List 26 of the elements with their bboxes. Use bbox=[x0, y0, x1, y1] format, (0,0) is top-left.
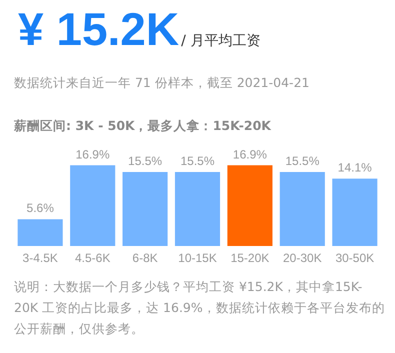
bar bbox=[280, 172, 325, 246]
x-tick-label: 15-20K bbox=[230, 251, 270, 265]
text: 说明：大数据一个月多少钱？平均工资 ¥15.2K，其中拿15K-20K 工资的占比最多，达 16.9%，数据统计依赖于各平台发布的公开薪酬，仅供参考。 bbox=[14, 278, 386, 338]
data-label: 5.6% bbox=[26, 201, 54, 216]
bar bbox=[18, 219, 63, 246]
x-tick-label: 10-15K bbox=[178, 251, 217, 265]
x-tick-label: 3-4.5K bbox=[22, 251, 58, 265]
data-label: 15.5% bbox=[128, 154, 162, 168]
chart-subtitle: / 月平均工资 bbox=[181, 33, 260, 49]
chart-title: ¥ 15.2K bbox=[18, 3, 180, 55]
x-tick-label: 20-30K bbox=[283, 251, 322, 265]
data-label: 16.9% bbox=[76, 147, 110, 162]
data-label: 14.1% bbox=[338, 160, 372, 175]
text: 数据统计来自近一年 71 份样本，截至 2021-04-21 bbox=[14, 75, 310, 92]
data-label: 15.5% bbox=[285, 154, 320, 168]
text: 薪酬区间: 3K - 50K，最多人拿：15K-20K bbox=[14, 118, 271, 135]
bar bbox=[174, 172, 220, 246]
x-tick-label: 6-8K bbox=[132, 251, 158, 265]
data-label: 16.9% bbox=[232, 147, 268, 162]
data-label: 15.5% bbox=[180, 154, 215, 168]
bar bbox=[332, 178, 378, 246]
x-tick-label: 4.5-6K bbox=[74, 251, 110, 265]
bar bbox=[70, 165, 116, 246]
bar bbox=[122, 172, 168, 246]
x-tick-label: 30-50K bbox=[335, 251, 374, 265]
bar bbox=[227, 165, 272, 246]
